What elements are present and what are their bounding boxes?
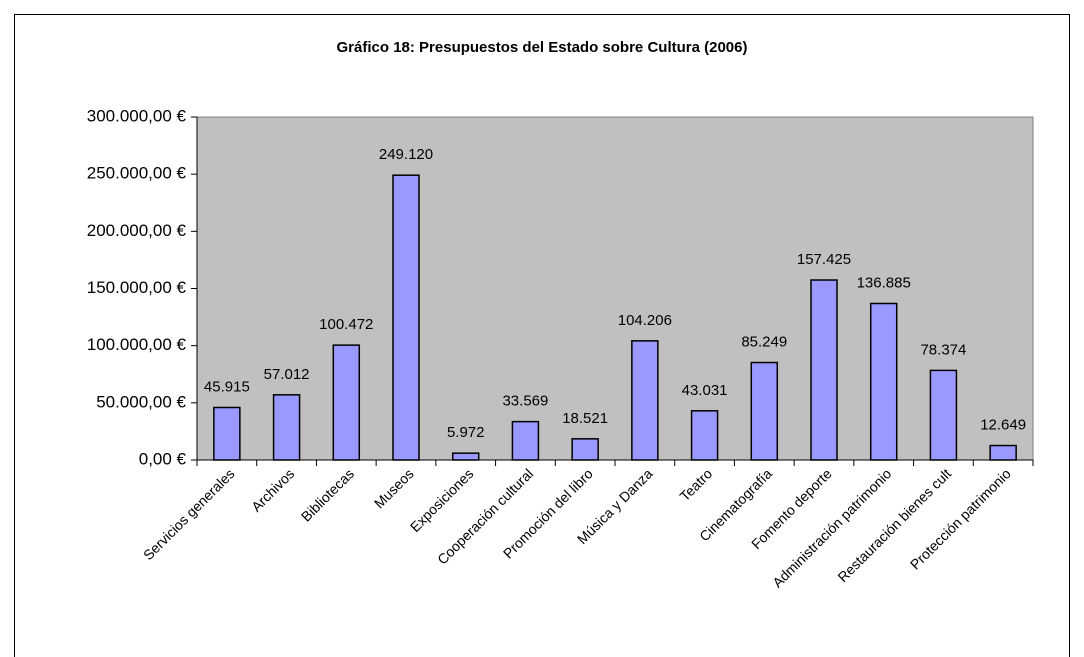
data-label: 43.031 (682, 382, 728, 399)
data-label: 104.206 (618, 312, 672, 329)
data-label: 136.885 (857, 274, 911, 291)
bar (213, 406, 241, 461)
y-tick-label: 300.000,00 € (87, 106, 187, 125)
bar (511, 420, 540, 461)
bar (332, 344, 361, 461)
bar (989, 444, 1017, 461)
bar (272, 394, 301, 461)
data-label: 18.521 (562, 410, 608, 427)
data-label: 157.425 (797, 251, 851, 268)
bar (690, 410, 719, 461)
data-label: 85.249 (741, 334, 787, 351)
bar (750, 361, 779, 461)
y-tick-label: 200.000,00 € (87, 221, 187, 240)
bar (571, 438, 599, 461)
y-tick-label: 150.000,00 € (87, 278, 187, 297)
data-label: 100.472 (319, 316, 373, 333)
data-label: 33.569 (502, 393, 548, 410)
data-label: 249.120 (379, 146, 433, 163)
y-tick-label: 100.000,00 € (87, 335, 187, 354)
bar (451, 452, 480, 461)
data-label: 5.972 (447, 424, 485, 441)
y-tick-label: 0,00 € (139, 449, 187, 468)
bar (631, 340, 659, 461)
bar (929, 369, 958, 461)
y-tick-label: 250.000,00 € (87, 164, 187, 183)
data-label: 12.649 (980, 417, 1026, 434)
data-label: 78.374 (920, 341, 966, 358)
bar (869, 302, 898, 461)
y-tick-label: 50.000,00 € (96, 392, 186, 411)
chart-title: Gráfico 18: Presupuestos del Estado sobr… (337, 39, 748, 56)
bar (810, 279, 838, 461)
data-label: 45.915 (204, 378, 250, 395)
data-label: 57.012 (264, 366, 310, 383)
bar (392, 174, 420, 461)
